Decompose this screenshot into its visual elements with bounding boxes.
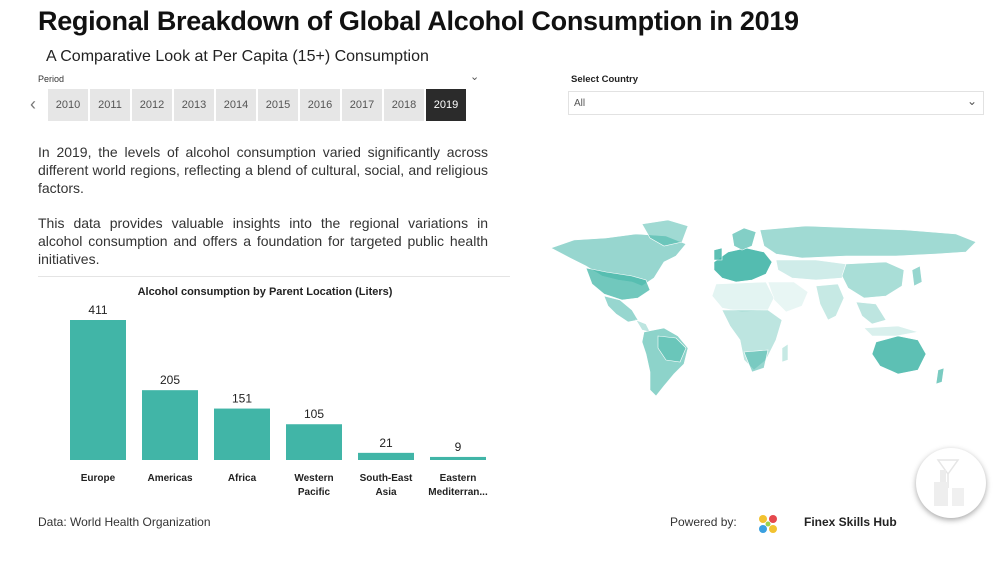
year-button-2013[interactable]: 2013 (174, 89, 214, 121)
category-label-line: Mediterran... (428, 487, 488, 498)
map-region-central-asia (775, 259, 847, 281)
bar-4[interactable] (358, 452, 414, 460)
map-region-australia (871, 335, 927, 375)
cocktail-icon (934, 459, 964, 506)
category-label: Europe (81, 473, 116, 484)
map-region-madagascar (781, 343, 789, 363)
map-region-southeast-asia (855, 301, 887, 325)
data-label: 205 (160, 373, 180, 387)
brand-name: Finex Skills Hub (804, 515, 897, 529)
year-button-2016[interactable]: 2016 (300, 89, 340, 121)
map-region-middle-east (767, 281, 809, 313)
divider (38, 276, 510, 277)
country-filter-label: Select Country (571, 74, 639, 85)
year-button-2019[interactable]: 2019 (426, 89, 466, 121)
category-label-line: South-East (360, 473, 413, 484)
category-label-line: Africa (228, 473, 257, 484)
map-region-uk (713, 247, 723, 261)
chart-title: Alcohol consumption by Parent Location (… (137, 286, 393, 298)
year-button-2014[interactable]: 2014 (216, 89, 256, 121)
country-dropdown[interactable]: All ⌄ (568, 91, 984, 115)
drinks-illustration (916, 448, 986, 518)
map-region-china (841, 261, 905, 299)
category-label-line: Pacific (298, 487, 331, 498)
chevron-left-icon[interactable]: ‹ (30, 94, 36, 114)
year-button-2015[interactable]: 2015 (258, 89, 298, 121)
bar-0[interactable] (70, 320, 126, 460)
category-label-line: Americas (147, 473, 192, 484)
description-paragraph: This data provides valuable insights int… (38, 215, 488, 267)
map-region-russia (759, 225, 977, 259)
map-region-new-zealand (935, 367, 945, 385)
map-region-indonesia (863, 325, 919, 337)
map-region-scandinavia (731, 227, 757, 251)
brand-logo-icon (759, 515, 777, 533)
data-label: 21 (379, 436, 393, 450)
year-button-2012[interactable]: 2012 (132, 89, 172, 121)
year-button-2017[interactable]: 2017 (342, 89, 382, 121)
map-region-north-africa (711, 281, 775, 313)
page-title: Regional Breakdown of Global Alcohol Con… (38, 6, 799, 36)
year-button-2011[interactable]: 2011 (90, 89, 130, 121)
category-label: South-East Asia (360, 473, 413, 498)
period-slicer-label: Period (38, 74, 65, 84)
map-region-usa (585, 267, 651, 301)
map-region-greenland (641, 220, 689, 247)
page-subtitle: A Comparative Look at Per Capita (15+) C… (46, 48, 429, 65)
map-region-central-america (635, 319, 651, 333)
bar-1[interactable] (142, 390, 198, 460)
category-label-line: Asia (375, 487, 397, 498)
category-label: Eastern Mediterran... (428, 473, 488, 498)
category-label-line: Eastern (440, 473, 477, 484)
data-label: 151 (232, 392, 252, 406)
year-button-2018[interactable]: 2018 (384, 89, 424, 121)
map-region-brazil (657, 335, 687, 363)
world-map[interactable] (546, 220, 986, 400)
map-region-europe (713, 247, 773, 283)
category-label: Western Pacific (294, 473, 333, 498)
data-label: 105 (304, 407, 324, 421)
chevron-down-icon[interactable]: ⌄ (470, 71, 480, 83)
data-label: 411 (88, 303, 107, 317)
map-region-india (815, 283, 845, 321)
bar-2[interactable] (214, 408, 270, 460)
category-label: Americas (147, 473, 192, 484)
data-source: Data: World Health Organization (38, 515, 211, 529)
description-paragraph: In 2019, the levels of alcohol consumpti… (38, 144, 488, 196)
category-label-line: Europe (81, 473, 116, 484)
category-label-line: Western (294, 473, 333, 484)
map-region-south-america (641, 327, 689, 397)
category-label: Africa (228, 473, 257, 484)
country-dropdown-value: All (574, 98, 586, 109)
map-region-japan (911, 265, 923, 287)
bar-5[interactable] (430, 456, 486, 460)
period-slicer: 2010 2011 2012 2013 2014 2015 2016 2017 2018 2019 (48, 89, 466, 121)
map-region-mexico (603, 295, 639, 323)
bar-chart: 411 Europe 205 Americas 151 Africa 105 Western P… (70, 303, 488, 498)
powered-by-label: Powered by: (670, 515, 737, 529)
data-label: 9 (455, 440, 462, 454)
chevron-down-icon: ⌄ (966, 94, 977, 108)
map-region-southern-africa (743, 349, 769, 373)
year-button-2010[interactable]: 2010 (48, 89, 88, 121)
bar-3[interactable] (286, 424, 342, 460)
